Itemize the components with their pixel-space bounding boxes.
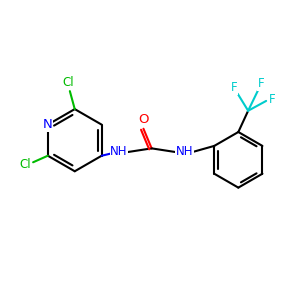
Text: F: F [269,93,276,106]
Text: Cl: Cl [62,76,74,89]
Text: NH: NH [110,145,128,158]
Text: NH: NH [176,145,193,158]
Text: O: O [138,113,149,126]
Text: N: N [43,118,53,131]
Text: F: F [258,77,265,90]
Text: Cl: Cl [19,158,31,171]
Text: F: F [231,81,238,94]
